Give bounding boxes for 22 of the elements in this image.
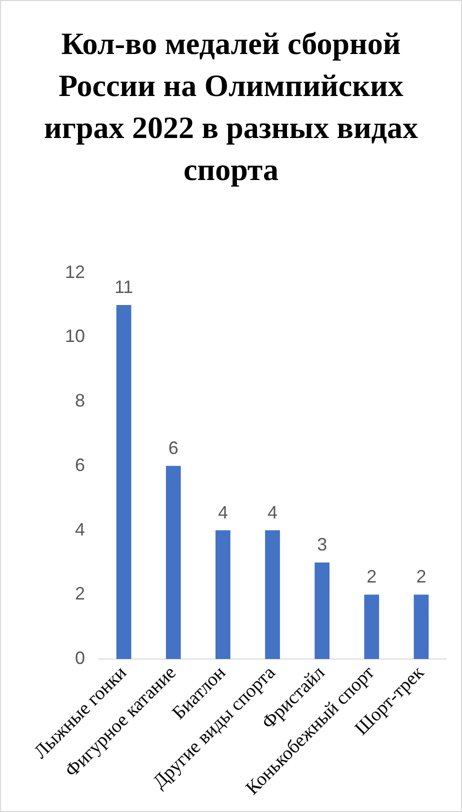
bar [265,530,280,660]
data-label: 2 [416,566,426,587]
bar [364,594,380,660]
data-label: 11 [114,276,134,297]
y-tick-label: 4 [75,519,86,540]
data-label: 3 [317,534,328,554]
y-tick-label: 0 [75,648,86,668]
data-label: 2 [366,566,377,587]
y-tick-label: 10 [64,326,86,346]
y-tick-label: 6 [75,454,86,475]
data-label: 4 [218,502,228,522]
bar [116,304,132,660]
y-tick-label: 8 [75,390,86,411]
bar [314,562,330,660]
bar [216,530,230,660]
chart-title: Кол-во медалей сборной России на Олимпийских играх 2022 в разных видах спорта [43,25,419,189]
y-tick-label: 2 [75,584,86,604]
data-label: 6 [168,438,178,458]
y-tick-label: 12 [64,262,86,282]
data-label: 4 [268,502,278,522]
bar [414,594,429,660]
bar [166,466,181,660]
